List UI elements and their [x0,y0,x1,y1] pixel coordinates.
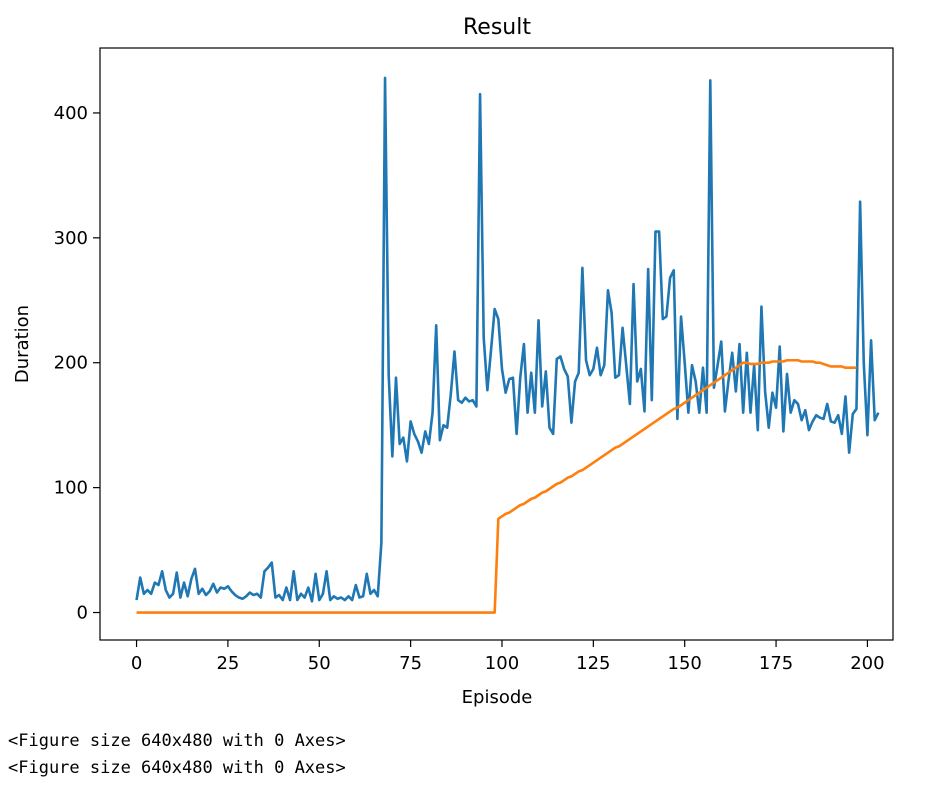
x-axis-label: Episode [462,687,533,708]
y-tick-label: 300 [54,228,88,249]
y-tick-label: 200 [54,353,88,374]
figure-output-line: <Figure size 640x480 with 0 Axes> [8,758,346,778]
y-tick-label: 100 [54,478,88,499]
y-axis: 0 100 200 300 400 [54,103,100,624]
y-axis-label: Duration [12,305,33,383]
figure-output-line: <Figure size 640x480 with 0 Axes> [8,731,346,751]
x-tick-label: 200 [850,653,884,674]
chart-title: Result [463,15,531,40]
series-line-1 [135,76,880,603]
chart: Result 0 25 50 75 100 125 150 175 200 0 100 200 300… [12,15,894,708]
x-axis: 0 25 50 75 100 125 150 175 200 [131,640,885,674]
x-tick-label: 25 [216,653,239,674]
series-line-2 [136,358,857,614]
x-tick-label: 75 [399,653,422,674]
x-tick-label: 50 [308,653,331,674]
y-tick-label: 400 [54,103,88,124]
x-tick-label: 150 [668,653,702,674]
x-tick-label: 0 [131,653,142,674]
x-tick-label: 175 [759,653,793,674]
x-tick-label: 100 [485,653,519,674]
plot-lines [135,76,880,614]
x-tick-label: 125 [576,653,610,674]
plot-frame [99,47,894,641]
y-tick-label: 0 [77,603,88,624]
